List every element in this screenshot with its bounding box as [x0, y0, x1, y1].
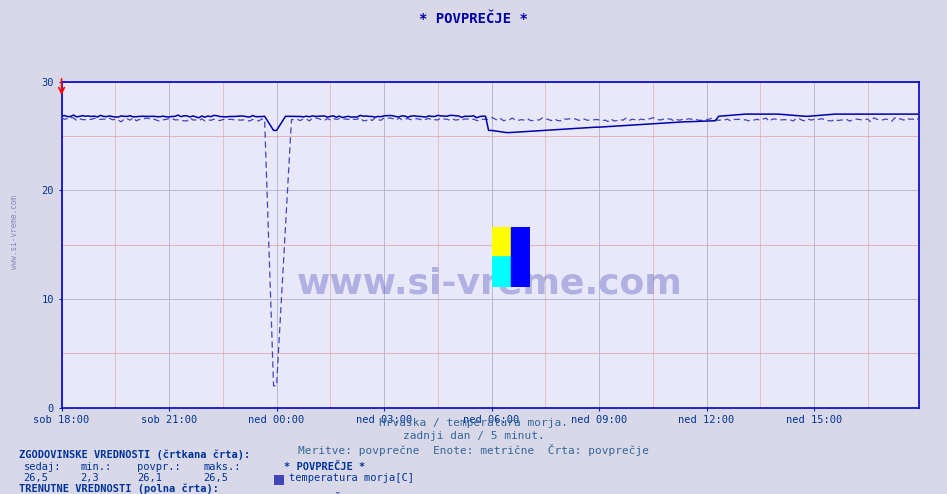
Text: TRENUTNE VREDNOSTI (polna črta):: TRENUTNE VREDNOSTI (polna črta): [19, 483, 219, 494]
Text: sedaj:: sedaj: [24, 462, 62, 472]
Polygon shape [511, 257, 530, 287]
Text: * POVPREČJE *: * POVPREČJE * [420, 12, 527, 26]
Text: 26,5: 26,5 [24, 473, 48, 483]
Text: 2,3: 2,3 [80, 473, 99, 483]
Text: povpr.:: povpr.: [137, 462, 181, 472]
Text: zadnji dan / 5 minut.: zadnji dan / 5 minut. [402, 431, 545, 441]
Text: 26,5: 26,5 [204, 473, 228, 483]
Text: temperatura morja[C]: temperatura morja[C] [289, 473, 414, 483]
Text: * POVPREČJE *: * POVPREČJE * [284, 462, 366, 472]
Text: min.:: min.: [80, 462, 112, 472]
Text: 26,1: 26,1 [137, 473, 162, 483]
Polygon shape [492, 257, 530, 287]
Text: www.si-vreme.com: www.si-vreme.com [9, 195, 19, 269]
Text: Hrvaška / temperatura morja.: Hrvaška / temperatura morja. [379, 417, 568, 428]
Text: maks.:: maks.: [204, 462, 241, 472]
Text: Meritve: povprečne  Enote: metrične  Črta: povprečje: Meritve: povprečne Enote: metrične Črta:… [298, 444, 649, 455]
Polygon shape [492, 227, 511, 257]
Text: ZGODOVINSKE VREDNOSTI (črtkana črta):: ZGODOVINSKE VREDNOSTI (črtkana črta): [19, 450, 250, 460]
Polygon shape [511, 227, 530, 257]
Text: www.si-vreme.com: www.si-vreme.com [297, 267, 683, 301]
